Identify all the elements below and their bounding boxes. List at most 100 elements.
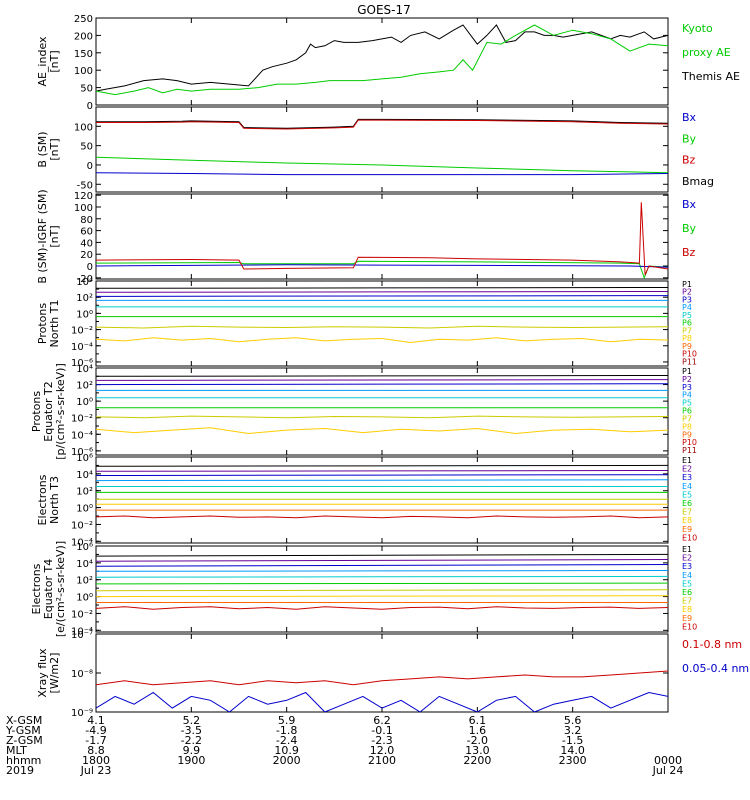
series-line-4 [96, 479, 668, 482]
legend-entry: Kyoto [682, 22, 713, 35]
y-tick-label: 80 [80, 215, 93, 226]
series-line-1 [96, 553, 668, 557]
axis-value: 2300 [559, 754, 587, 767]
y-tick-label: 10⁴ [76, 470, 93, 481]
y-tick-label: 10⁻² [71, 609, 93, 620]
y-axis-label: [nT] [48, 225, 61, 247]
series-line-3 [96, 295, 668, 297]
axis-value: -1.7 [85, 734, 106, 747]
legend-entry: 0.1-0.8 nm [682, 638, 742, 651]
y-tick-label: 0 [87, 101, 93, 112]
y-tick-label: 10⁻⁴ [71, 626, 93, 637]
y-axis-label: [nT] [48, 50, 61, 72]
axis-value: Jul 24 [652, 764, 684, 777]
y-tick-label: 200 [74, 31, 93, 42]
y-tick-label: 10⁻⁸ [71, 669, 93, 680]
y-axis-label: Protons [30, 391, 43, 432]
series-line-1 [96, 24, 668, 92]
y-tick-label: 10⁻⁴ [71, 342, 93, 353]
series-line-8 [96, 427, 668, 435]
y-tick-label: 10⁻² [71, 414, 93, 425]
series-line-1 [96, 375, 668, 377]
legend-entry: P4 [682, 303, 692, 312]
panel-xray: 10⁻⁷ 10⁻⁸ 10⁻⁹ Xray flux [W/m2] 0.1-0.8 nm 0.0… [36, 630, 749, 719]
legend-entry: P5 [682, 399, 692, 408]
legend-entry: P10 [682, 350, 697, 359]
y-tick-label: 250 [74, 14, 93, 25]
axis-value: -1.5 [562, 734, 583, 747]
panel-frame [95, 367, 669, 456]
axis-value: 1.6 [469, 724, 487, 737]
legend-entry: P11 [682, 446, 697, 455]
panel-p1: 10⁴ 10² 10⁰ 10⁻² 10⁻⁴ 10⁻⁶ Protons North T1 P1P2… [36, 277, 697, 369]
series-group [96, 287, 668, 344]
y-tick-label: 10⁰ [76, 504, 93, 515]
y-tick-label: 10⁻⁴ [71, 430, 93, 441]
legend-entry: P7 [682, 414, 692, 423]
legend-entry: P5 [682, 311, 692, 320]
legend-entry: P2 [682, 288, 692, 297]
axis-value: 5.2 [183, 714, 201, 727]
series-group [96, 24, 668, 96]
series-line-6 [96, 582, 668, 585]
series-line-3 [96, 202, 668, 276]
series-line-7 [96, 589, 668, 592]
legend-entry: P3 [682, 295, 692, 304]
series-line-2 [96, 264, 668, 268]
y-tick-label: 150 [74, 49, 93, 60]
axis-row-label: Z-GSM [6, 734, 43, 747]
axis-value: -0.1 [371, 724, 392, 737]
axis-value: 8.8 [87, 744, 105, 757]
y-tick-label: 100 [74, 122, 93, 133]
y-tick-label: 50 [80, 84, 93, 95]
legend-entry: E5 [682, 579, 692, 588]
axis-row-label: hhmm [6, 754, 41, 767]
series-group [96, 670, 668, 712]
legend-entry: P4 [682, 391, 692, 400]
legend-entry: E8 [682, 605, 692, 614]
y-axis-label: [e/(cm²-s-sr-keV)] [54, 541, 67, 637]
legend-entry: E10 [682, 533, 697, 542]
legend-entry: Bx [682, 198, 697, 211]
legend-entry: Themis AE [681, 70, 740, 83]
y-axis-label: North T3 [48, 476, 61, 524]
series-line-1 [96, 287, 668, 289]
y-tick-label: 10⁶ [76, 453, 93, 464]
axis-value: -3.5 [181, 724, 202, 737]
series-line-3 [96, 383, 668, 386]
y-tick-label: 10⁻⁶ [71, 447, 93, 458]
y-tick-label: 0 [87, 262, 93, 273]
series-line-3 [96, 474, 668, 476]
series-line-1 [96, 156, 668, 174]
y-tick-label: 40 [80, 238, 93, 249]
y-tick-label: 10⁻² [71, 326, 93, 337]
series-line-3 [96, 564, 668, 567]
axis-value: 13.0 [465, 744, 490, 757]
legend-entry: Bmag [682, 175, 714, 188]
y-tick-label: 10² [76, 487, 93, 498]
series-group [96, 375, 668, 435]
y-axis-label: Protons [36, 303, 49, 344]
axis-value: 9.9 [183, 744, 201, 757]
legend-entry: P7 [682, 326, 692, 335]
series-line-7 [96, 415, 668, 419]
series-line-2 [96, 172, 668, 176]
y-tick-label: 10⁰ [76, 397, 93, 408]
series-line-3 [96, 118, 668, 129]
y-tick-label: 10⁴ [76, 277, 93, 288]
legend-entry: Bz [682, 246, 696, 259]
axis-value: 0000 [654, 754, 682, 767]
axis-value: 3.2 [564, 724, 582, 737]
series-line-1 [96, 670, 668, 686]
series-line-10 [96, 515, 668, 519]
axis-row-label: Y-GSM [5, 724, 41, 737]
y-axis-label: B (SM) [36, 131, 49, 167]
y-tick-label: 10⁻² [71, 520, 93, 531]
series-line-8 [96, 337, 668, 344]
y-tick-label: 10⁴ [76, 559, 93, 570]
y-tick-label: 10⁻⁶ [71, 358, 93, 369]
legend-entry: E4 [682, 571, 692, 580]
y-tick-label: 10⁶ [76, 542, 93, 553]
series-line-2 [96, 24, 668, 96]
